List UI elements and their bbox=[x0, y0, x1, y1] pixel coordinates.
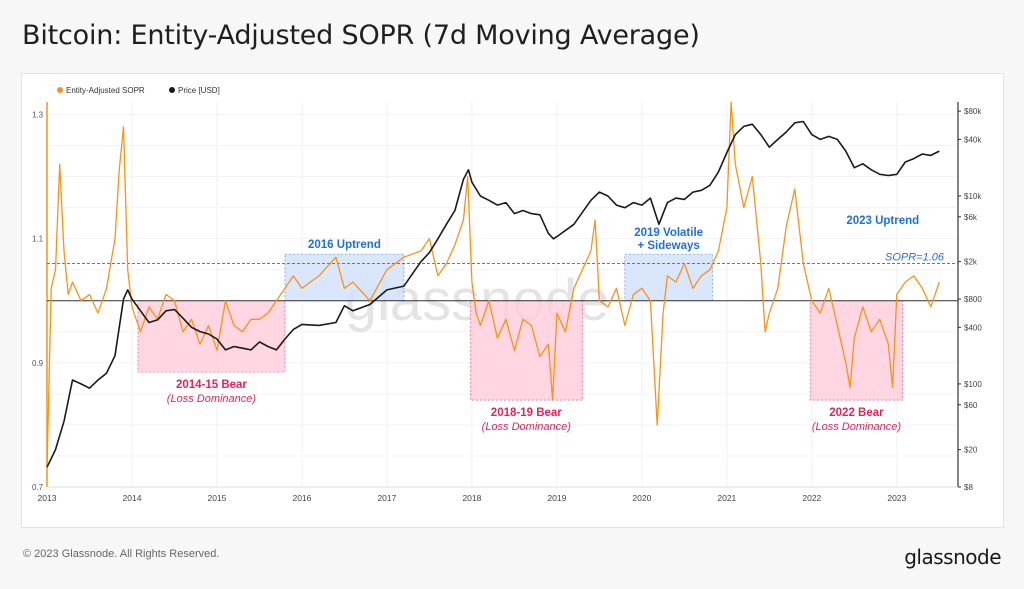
y-right-tick-label: $400 bbox=[964, 323, 982, 332]
x-tick-label: 2020 bbox=[632, 493, 651, 503]
series-lines bbox=[46, 101, 958, 469]
y-right-tick-label: $10k bbox=[964, 192, 982, 201]
annotation-subtitle: + Sideways bbox=[637, 240, 699, 252]
page-title: Bitcoin: Entity-Adjusted SOPR (7d Moving… bbox=[22, 20, 700, 51]
chart-axes: 2013 2014 2015 2016 2017 2018 2019 2020 2021 2022… bbox=[32, 102, 982, 503]
y-right-tick-label: $800 bbox=[964, 295, 982, 304]
y-right-tick-label: $20 bbox=[964, 446, 978, 455]
y-right-tick-label: $8 bbox=[964, 483, 973, 492]
x-tick-label: 2023 bbox=[887, 493, 906, 503]
legend-label: Price [USD] bbox=[178, 86, 220, 95]
reference-line-label: SOPR=1.06 bbox=[885, 251, 945, 263]
series-price-line bbox=[46, 120, 940, 468]
legend-marker bbox=[57, 87, 63, 93]
x-tick-label: 2015 bbox=[208, 493, 227, 503]
y-right-tick-label: $60 bbox=[964, 401, 978, 410]
y-right-tick-label: $40k bbox=[964, 135, 982, 144]
annotation-title: 2022 Bear bbox=[829, 407, 884, 419]
annotation-title: 2019 Volatile bbox=[634, 227, 703, 239]
legend-label: Entity-Adjusted SOPR bbox=[66, 86, 145, 95]
uptrend-region bbox=[284, 253, 405, 302]
copyright-text: © 2023 Glassnode. All Rights Reserved. bbox=[23, 548, 220, 560]
x-tick-label: 2017 bbox=[377, 493, 396, 503]
brand-logo[interactable]: glassnode bbox=[904, 545, 1001, 569]
bear-region bbox=[809, 300, 904, 401]
x-tick-label: 2022 bbox=[802, 493, 821, 503]
legend-marker bbox=[169, 87, 175, 93]
annotation-title: 2023 Uptrend bbox=[846, 215, 919, 227]
annotation-title: 2018-19 Bear bbox=[491, 407, 562, 419]
y-left-tick-label: 0.7 bbox=[32, 483, 44, 492]
x-tick-label: 2014 bbox=[123, 493, 142, 503]
annotation-title: 2014-15 Bear bbox=[176, 379, 247, 391]
annotation-labels: 2014-15 Bear (Loss Dominance) 2016 Uptrend… bbox=[167, 215, 945, 433]
bear-region bbox=[469, 300, 583, 401]
x-tick-label: 2018 bbox=[462, 493, 481, 503]
y-right-tick-label: $6k bbox=[964, 213, 978, 222]
annotation-subtitle: (Loss Dominance) bbox=[482, 421, 572, 433]
x-tick-label: 2016 bbox=[292, 493, 311, 503]
y-right-tick-label: $100 bbox=[964, 380, 982, 389]
y-left-tick-label: 1.3 bbox=[32, 110, 44, 119]
y-right-tick-label: $2k bbox=[964, 258, 978, 267]
series-sopr-line bbox=[46, 101, 940, 469]
annotation-title: 2016 Uptrend bbox=[308, 239, 381, 251]
y-right-tick-label: $80k bbox=[964, 107, 982, 116]
x-tick-label: 2021 bbox=[717, 493, 736, 503]
chart-legend: Entity-Adjusted SOPR Price [USD] bbox=[57, 86, 220, 95]
y-left-tick-label: 0.9 bbox=[32, 359, 44, 368]
x-tick-label: 2019 bbox=[547, 493, 566, 503]
annotation-subtitle: (Loss Dominance) bbox=[167, 393, 257, 405]
annotation-subtitle: (Loss Dominance) bbox=[812, 421, 902, 433]
y-left-tick-label: 1.1 bbox=[32, 235, 44, 244]
x-tick-label: 2013 bbox=[38, 493, 57, 503]
